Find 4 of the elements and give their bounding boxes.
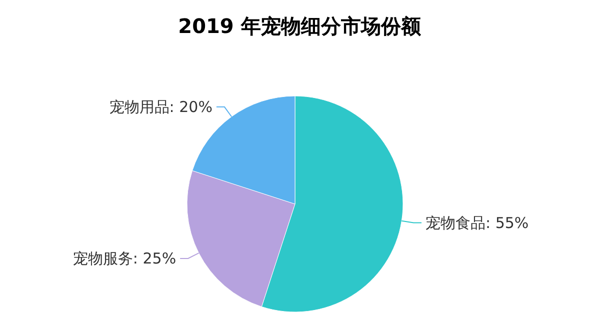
- slice-label: 宠物食品: 55%: [426, 214, 529, 232]
- slice-label: 宠物用品: 20%: [109, 98, 212, 116]
- chart-title: 2019 年宠物细分市场份额: [178, 14, 422, 38]
- slice-label: 宠物服务: 25%: [72, 250, 176, 268]
